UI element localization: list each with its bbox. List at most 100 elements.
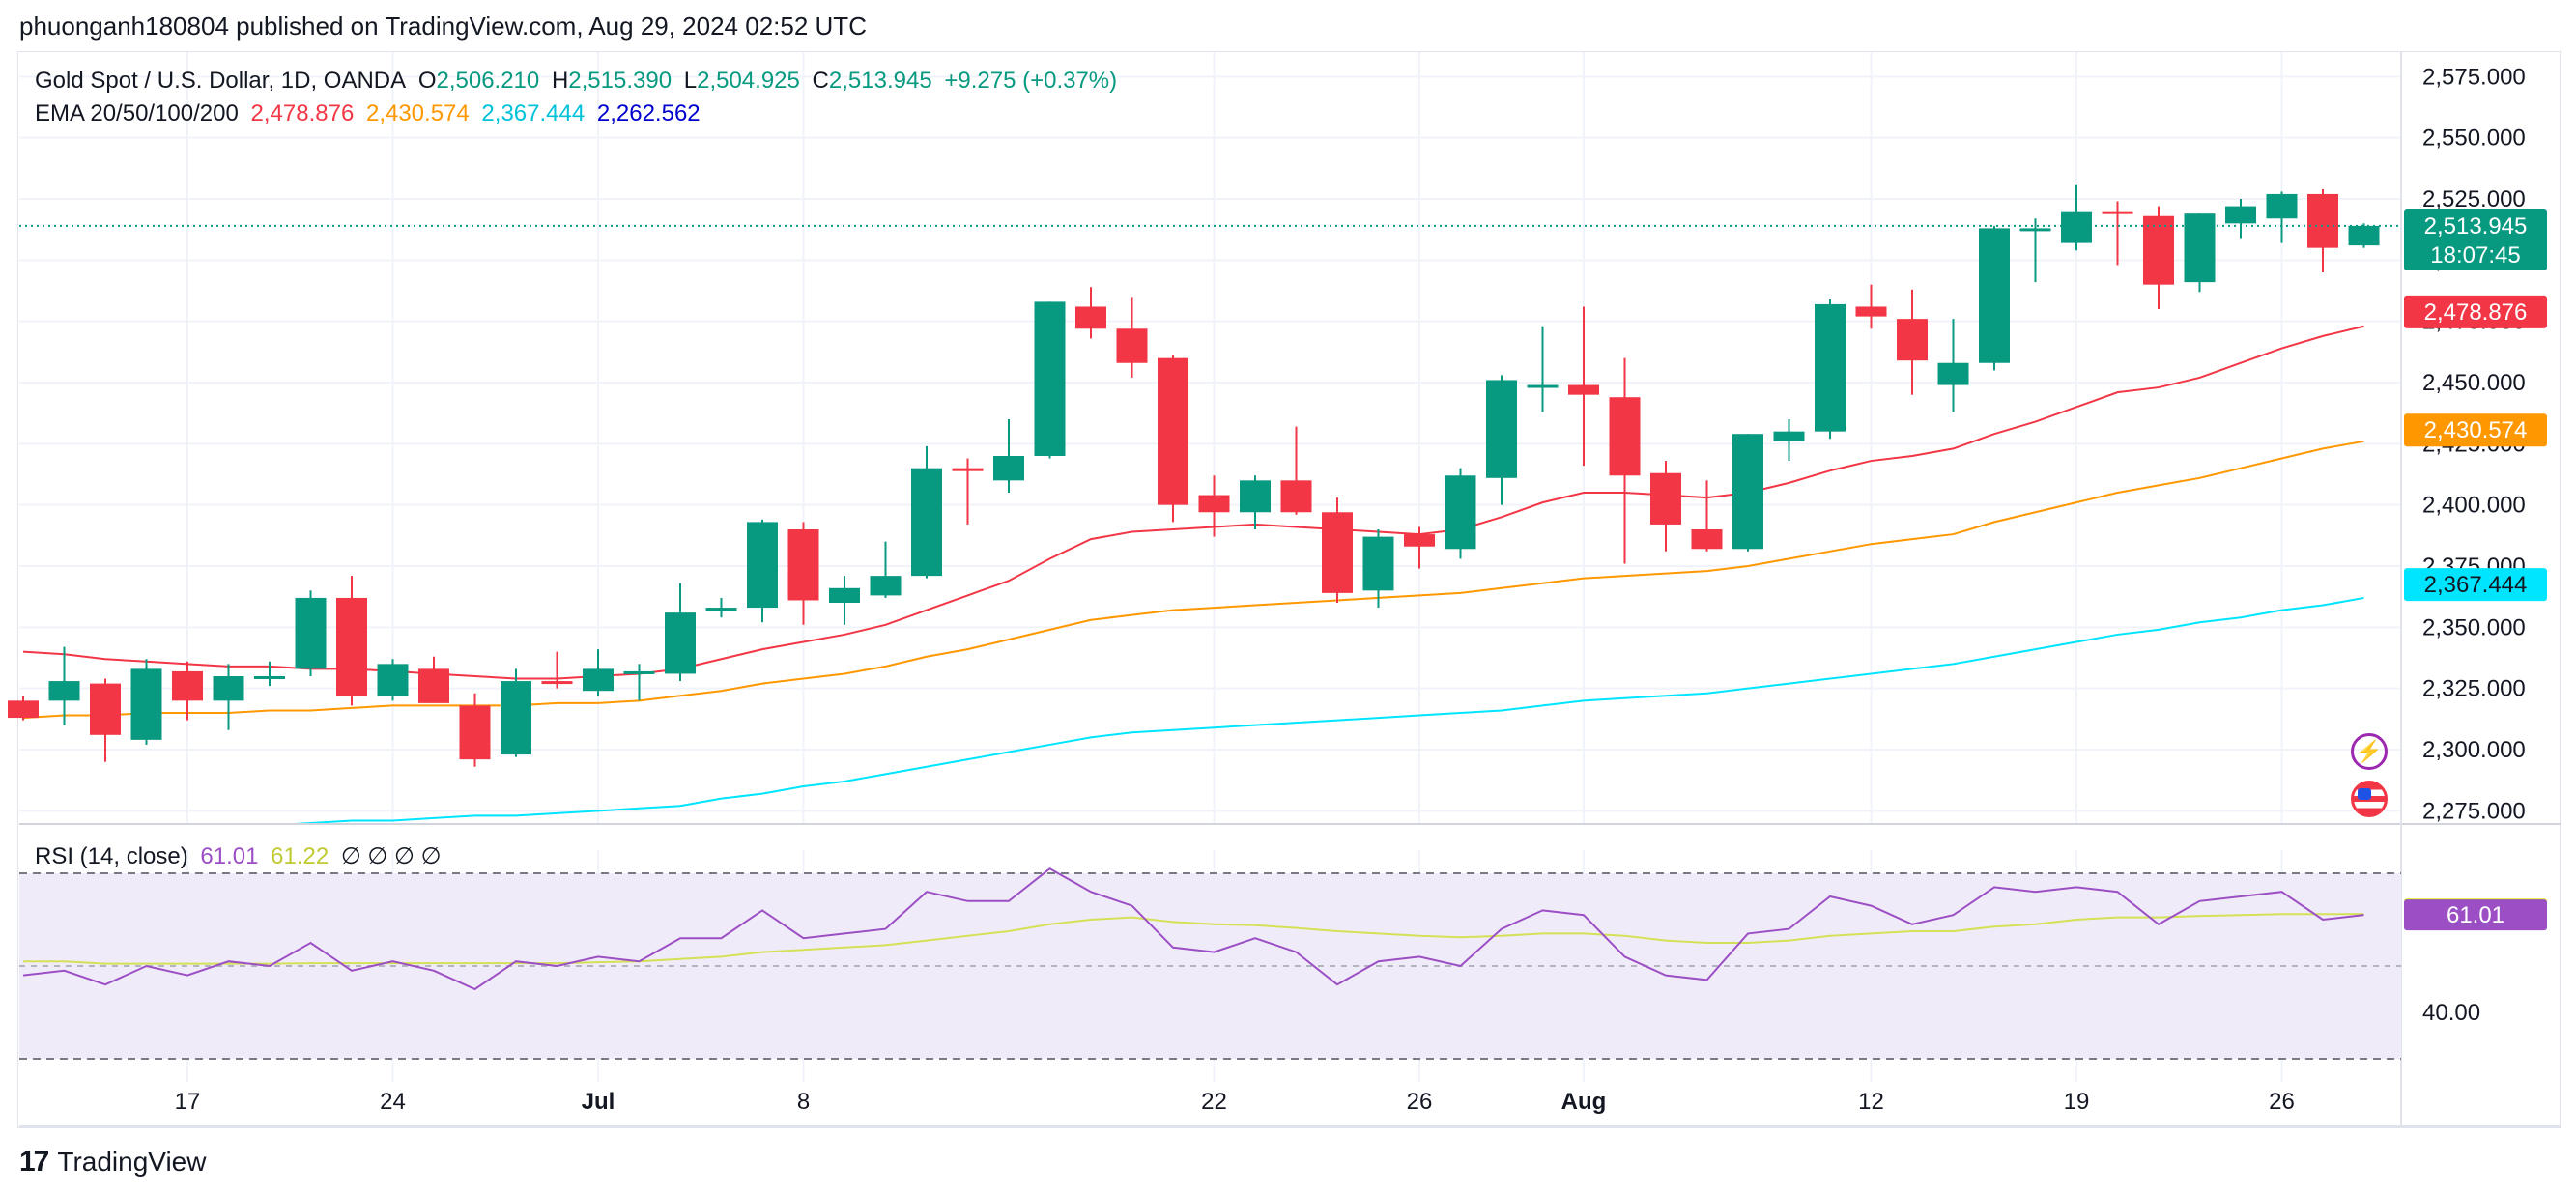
candle-body (787, 529, 819, 601)
low-label: L (683, 68, 698, 94)
candle-body (911, 468, 942, 577)
rsi-tag: 61.01 (2404, 899, 2547, 931)
ema50-tag-text: 2,430.574 (2424, 417, 2528, 443)
candle-down (787, 522, 819, 625)
candle-body (2307, 193, 2338, 248)
price-tick-label: 2,325.000 (2422, 676, 2526, 702)
candle-body (1158, 357, 1188, 505)
candle-up (254, 661, 285, 687)
candle-up (1815, 298, 1846, 440)
ohlc-legend: Gold Spot / U.S. Dollar, 1D, OANDA O2,50… (35, 68, 1123, 95)
candle-body (90, 683, 121, 735)
time-tick-label: 19 (2064, 1089, 2090, 1115)
candle-body (1650, 472, 1681, 525)
time-tick-label: 8 (797, 1089, 810, 1115)
candle-down (172, 661, 203, 721)
ema-label: EMA 20/50/100/200 (35, 100, 239, 127)
candle-body (213, 676, 244, 701)
rsi-tag-text: 61.01 (2447, 902, 2504, 928)
candle-up (1486, 375, 1517, 505)
candle-body (1773, 431, 1805, 441)
candle-up (1773, 419, 1805, 462)
candle-up (2225, 199, 2256, 239)
time-tick-label: 24 (380, 1089, 406, 1115)
price-tick-label: 2,400.000 (2422, 493, 2526, 519)
candle-body (583, 668, 614, 692)
candle-body (1732, 434, 1763, 550)
candle-down (1116, 297, 1148, 378)
rsi-ma-legend-value: 61.22 (271, 843, 329, 869)
price-tick-label: 2,300.000 (2422, 737, 2526, 763)
candle-up (583, 649, 614, 696)
candle-body (747, 522, 778, 609)
ema100-tag: 2,367.444 (2404, 568, 2547, 602)
candle-body (2348, 225, 2380, 246)
price-tick-label: 2,575.000 (2422, 64, 2526, 90)
candle-body (1691, 529, 1723, 550)
candle-body (2266, 193, 2298, 219)
candle-down (1609, 357, 1641, 564)
candle-down (1075, 287, 1106, 339)
price-axis: 2,275.0002,300.0002,325.0002,350.0002,37… (2422, 64, 2526, 1026)
ema20-tag: 2,478.876 (2404, 295, 2547, 328)
candle-down (1897, 289, 1928, 395)
ema100-value: 2,367.444 (481, 100, 586, 127)
candle-down (459, 693, 491, 767)
close-value: 2,513.945 (828, 68, 932, 94)
footer: 17 TradingView (19, 1146, 206, 1179)
candle-body (1116, 328, 1148, 363)
ema50-tag: 2,430.574 (2404, 413, 2547, 447)
candle-up (623, 664, 655, 701)
candle-body (1280, 480, 1312, 513)
candle-down (1198, 475, 1230, 537)
rsi-legend-extras: ∅ ∅ ∅ ∅ (340, 843, 442, 869)
candle-up (911, 445, 942, 579)
candle-body (829, 587, 860, 603)
open-label: O (417, 68, 437, 94)
candle-body (254, 676, 285, 679)
ema50-value: 2,430.574 (365, 100, 470, 127)
candle-down (1855, 284, 1887, 329)
candle-body (1240, 480, 1271, 513)
us-flag-icon[interactable] (2351, 781, 2388, 817)
candle-up (705, 597, 737, 618)
candle-down (2102, 201, 2133, 266)
price-tick-label: 2,350.000 (2422, 614, 2526, 640)
footer-brand: TradingView (57, 1147, 207, 1177)
candle-body (295, 597, 327, 669)
time-tick-label: Jul (582, 1089, 615, 1115)
candle-body (1445, 475, 1476, 550)
ema100-line (294, 596, 2364, 823)
candle-down (8, 696, 39, 721)
time-tick-label: 26 (1407, 1089, 1433, 1115)
lightning-icon[interactable]: ⚡ (2351, 733, 2388, 770)
candle-down (2307, 188, 2338, 272)
candle-body (541, 681, 573, 685)
candle-body (2102, 211, 2133, 214)
candle-up (213, 664, 244, 730)
candle-body (2061, 211, 2092, 243)
candle-body (130, 668, 162, 740)
candle-down (418, 656, 449, 703)
candle-body (172, 670, 203, 701)
last-price-tag-box (2404, 209, 2547, 271)
high-label: H (551, 68, 569, 94)
candle-body (377, 664, 409, 696)
price-tick-label: 2,275.000 (2422, 798, 2526, 824)
candle-up (501, 668, 531, 757)
close-label: C (812, 68, 829, 94)
candle-up (993, 419, 1024, 493)
rsi-legend: RSI (14, close) 61.01 61.22 ∅ ∅ ∅ ∅ (35, 842, 447, 870)
candle-body (952, 468, 984, 471)
ema20-tag-box (2404, 295, 2547, 328)
candle-body (1609, 397, 1641, 476)
candle-up (2348, 223, 2380, 248)
open-value: 2,506.210 (436, 68, 540, 94)
candle-body (48, 681, 80, 701)
ema20-value: 2,478.876 (250, 100, 355, 127)
ema50-tag-box (2404, 413, 2547, 447)
candle-body (1815, 303, 1846, 432)
time-tick-label: Aug (1561, 1089, 1607, 1115)
